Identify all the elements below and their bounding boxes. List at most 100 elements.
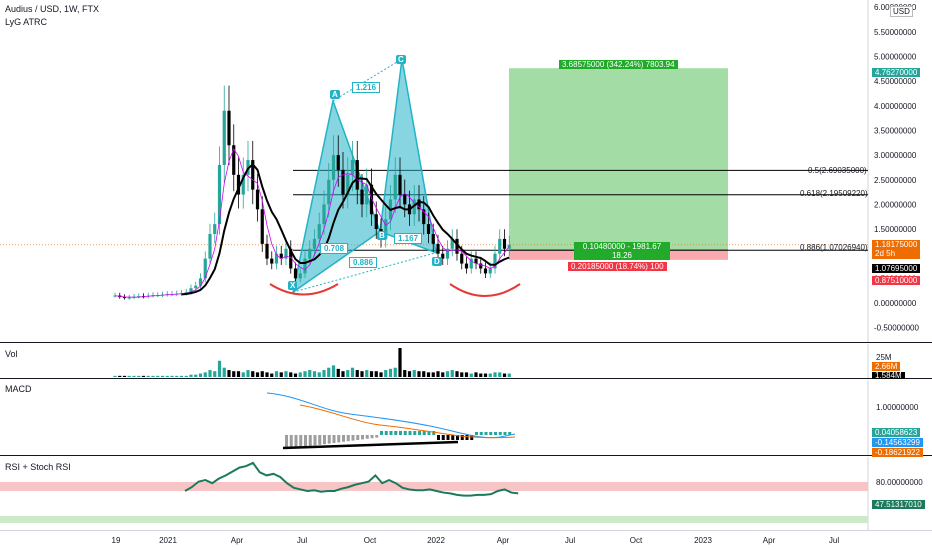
price-pane[interactable]: 6.000000005.500000005.000000004.50000000… [0, 0, 932, 343]
candle-body[interactable] [498, 238, 502, 254]
volume-bar[interactable] [175, 375, 179, 377]
candle-body[interactable] [317, 224, 321, 239]
candle-body[interactable] [298, 273, 302, 279]
macd-hist-bar[interactable] [308, 435, 312, 446]
volume-bar[interactable] [265, 372, 269, 377]
volume-bar[interactable] [426, 372, 431, 377]
volume-bar[interactable] [355, 370, 359, 377]
candle-body[interactable] [417, 199, 421, 210]
candle-body[interactable] [303, 258, 307, 274]
macd-hist-bar[interactable] [403, 431, 407, 435]
volume-bar[interactable] [336, 368, 340, 377]
macd-hist-bar[interactable] [299, 435, 303, 448]
macd-hist-bar[interactable] [384, 431, 388, 435]
macd-hist-bar[interactable] [346, 435, 350, 442]
candle-body[interactable] [312, 238, 317, 249]
arc-right[interactable] [449, 283, 521, 297]
macd-hist-bar[interactable] [427, 431, 431, 435]
volume-bar[interactable] [441, 372, 445, 377]
macd-hist-bar[interactable] [437, 435, 440, 440]
volume-bar[interactable] [208, 370, 212, 377]
rsi-title[interactable]: RSI + Stoch RSI [5, 462, 71, 472]
candle-body[interactable] [289, 248, 293, 269]
macd-hist-bar[interactable] [460, 435, 464, 440]
volume-bar[interactable] [403, 370, 407, 377]
volume-bar[interactable] [289, 372, 293, 377]
volume-bar[interactable] [203, 372, 207, 377]
candle-body[interactable] [293, 268, 298, 279]
volume-bar[interactable] [360, 371, 364, 377]
time-axis[interactable]: 19 2021 Apr Jul Oct 2022 Apr Jul Oct 2023 Apr Jul [0, 530, 932, 550]
candle-body[interactable] [217, 164, 222, 225]
candle-body[interactable] [369, 184, 374, 215]
candle-body[interactable] [189, 288, 193, 293]
rsi-pane[interactable] [0, 457, 932, 530]
macd-hist-bar[interactable] [465, 435, 469, 440]
candle-body[interactable] [279, 253, 283, 259]
volume-bar[interactable] [379, 372, 383, 377]
volume-bar[interactable] [350, 367, 355, 377]
macd-hist-bar[interactable] [446, 435, 450, 440]
volume-bar[interactable] [270, 373, 274, 377]
volume-bar[interactable] [312, 371, 317, 377]
volume-bar[interactable] [445, 371, 450, 377]
volume-bar[interactable] [493, 372, 497, 377]
volume-bar[interactable] [498, 372, 502, 377]
macd-line[interactable] [266, 392, 516, 439]
volume-bar[interactable] [331, 365, 336, 377]
candle-body[interactable] [331, 155, 336, 180]
volume-bar[interactable] [141, 375, 146, 377]
macd-divergence-line[interactable] [282, 440, 459, 450]
candle-body[interactable] [436, 243, 440, 254]
candle-body[interactable] [431, 233, 435, 244]
volume-bar[interactable] [222, 367, 226, 377]
candle-body[interactable] [360, 189, 364, 205]
candle-body[interactable] [322, 204, 326, 225]
volume-bar[interactable] [279, 372, 283, 377]
macd-title[interactable]: MACD [5, 384, 32, 394]
candle-body[interactable] [198, 278, 203, 286]
volume-bar[interactable] [189, 374, 193, 377]
macd-pane[interactable] [0, 380, 932, 456]
macd-hist-bar[interactable] [361, 435, 364, 440]
volume-bar[interactable] [179, 375, 184, 377]
volume-bar[interactable] [227, 370, 231, 377]
macd-hist-bar[interactable] [399, 431, 402, 435]
volume-bar[interactable] [127, 375, 131, 377]
volume-bar[interactable] [341, 371, 345, 377]
macd-hist-bar[interactable] [327, 435, 331, 444]
volume-bar[interactable] [303, 371, 307, 377]
volume-bar[interactable] [293, 373, 298, 377]
volume-bar[interactable] [464, 372, 469, 377]
volume-bar[interactable] [113, 375, 117, 377]
candle-body[interactable] [464, 263, 469, 269]
macd-hist-bar[interactable] [375, 435, 379, 438]
candle-body[interactable] [441, 253, 445, 259]
macd-hist-bar[interactable] [285, 435, 288, 449]
rsi-line[interactable] [184, 461, 519, 497]
candle-body[interactable] [365, 184, 369, 205]
candle-body[interactable] [398, 174, 402, 195]
candle-body[interactable] [213, 224, 217, 234]
candle-body[interactable] [502, 238, 507, 249]
volume-bar[interactable] [479, 373, 483, 377]
candle-body[interactable] [460, 253, 464, 264]
candle-body[interactable] [127, 297, 131, 299]
candle-body[interactable] [227, 110, 231, 146]
candle-body[interactable] [393, 174, 397, 200]
candle-body[interactable] [236, 174, 241, 195]
volume-bar[interactable] [232, 371, 236, 377]
volume-bar[interactable] [236, 371, 241, 377]
candle-body[interactable] [208, 233, 212, 259]
macd-hist-bar[interactable] [318, 435, 322, 445]
candle-body[interactable] [260, 209, 264, 244]
volume-bar[interactable] [160, 375, 165, 377]
candle-body[interactable] [265, 243, 269, 259]
volume-bar[interactable] [369, 371, 374, 377]
volume-bar[interactable] [422, 371, 426, 377]
volume-bar[interactable] [365, 370, 369, 377]
volume-bar[interactable] [298, 372, 302, 377]
indicator-name[interactable]: LyG ATRC [5, 17, 48, 27]
macd-hist-bar[interactable] [342, 435, 345, 442]
volume-bar[interactable] [146, 375, 150, 377]
